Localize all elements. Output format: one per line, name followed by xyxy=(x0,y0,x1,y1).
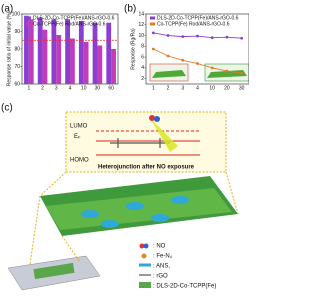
y-tick-label: 10 xyxy=(138,33,144,39)
y-tick-label: 14 xyxy=(138,11,144,17)
bar xyxy=(97,46,102,85)
legend-label: Co-TCPP(Fe) Rod/ANS-rGO-0.6 xyxy=(157,21,230,27)
point xyxy=(240,37,243,40)
legend-swatch xyxy=(26,17,31,20)
bar xyxy=(70,39,75,85)
y-tick-label: 70 xyxy=(14,64,20,70)
x-tick-label: 4 xyxy=(69,85,72,91)
x-tick-label: 60 xyxy=(108,85,114,91)
x-tick-label: 2 xyxy=(167,85,170,91)
diagram xyxy=(8,112,238,290)
panel-label: (c) xyxy=(1,103,13,114)
point xyxy=(211,66,214,69)
x-tick-label: 30 xyxy=(239,85,245,91)
y-tick-label: 60 xyxy=(14,81,20,87)
point xyxy=(152,48,155,51)
legend-text: : rGO xyxy=(153,274,168,280)
bar xyxy=(65,19,70,84)
x-tick-label: 30 xyxy=(95,85,101,91)
legend-swatch xyxy=(150,23,155,26)
panel-label: (b) xyxy=(124,4,136,15)
bar xyxy=(43,30,48,84)
y-axis-label: Response (Rg/Ra) xyxy=(130,28,136,70)
bar xyxy=(29,19,34,84)
legend-text: : DLS-2D-Co-TCPP(Fe) xyxy=(153,284,216,290)
y-tick-label: 100 xyxy=(12,11,21,17)
x-tick-label: 2 xyxy=(41,85,44,91)
point xyxy=(211,36,214,39)
x-tick-label: 4 xyxy=(196,85,199,91)
figure: (a) (b) (c) LUMO EF HOMO Heterojunction … xyxy=(0,0,249,302)
legend-text: : ANS, xyxy=(153,264,170,270)
bar xyxy=(56,35,61,84)
y-tick-label: 6 xyxy=(141,54,144,60)
legend-label: Co-TCPP(Fe) Rod/ANS-rGO-0.6 xyxy=(33,21,106,27)
x-tick-label: 3 xyxy=(55,85,58,91)
legend-swatch xyxy=(150,17,155,20)
bar xyxy=(106,23,111,84)
bar xyxy=(38,18,43,85)
point xyxy=(226,36,229,39)
x-tick-label: 10 xyxy=(81,85,87,91)
point xyxy=(196,62,199,65)
x-tick-label: 3 xyxy=(181,85,184,91)
point xyxy=(167,34,170,37)
legend-swatch xyxy=(26,23,31,26)
y-tick-label: 2 xyxy=(141,76,144,82)
y-tick-label: 12 xyxy=(138,22,144,28)
bar xyxy=(84,42,89,84)
legend-text: : NO xyxy=(153,244,166,250)
y-tick-label: 90 xyxy=(14,29,20,35)
point xyxy=(226,70,229,73)
x-tick-label: 1 xyxy=(27,85,30,91)
bar xyxy=(93,23,98,84)
x-tick-label: 1 xyxy=(152,85,155,91)
lumo-label: LUMO xyxy=(70,124,88,130)
y-tick-label: 80 xyxy=(14,46,20,52)
point xyxy=(196,35,199,38)
bar xyxy=(79,21,84,84)
bar xyxy=(51,19,56,84)
bar xyxy=(111,49,116,84)
y-tick-label: 8 xyxy=(141,44,144,50)
ef-label: EF xyxy=(74,134,81,140)
point xyxy=(152,31,155,34)
x-tick-label: 10 xyxy=(209,85,215,91)
homo-label: HOMO xyxy=(70,158,89,164)
legend-text: : Fe-N₄ xyxy=(153,254,173,260)
y-axis-label: Response ratio of initial value (%) xyxy=(6,11,12,86)
point xyxy=(240,72,243,75)
point xyxy=(181,59,184,62)
diagram-caption: Heterojunction after NO exposure xyxy=(98,165,195,171)
point xyxy=(167,55,170,58)
bar xyxy=(24,16,29,84)
y-tick-label: 4 xyxy=(141,65,144,71)
x-tick-label: 20 xyxy=(224,85,230,91)
point xyxy=(181,35,184,38)
